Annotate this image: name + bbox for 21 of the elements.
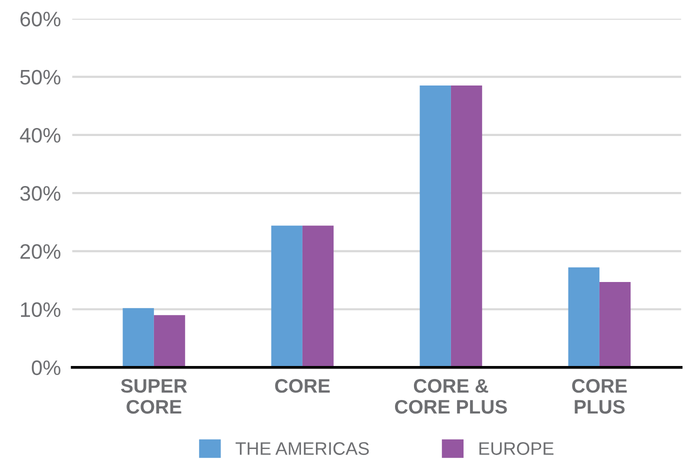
y-tick-label: 20%	[20, 244, 60, 259]
bar	[568, 267, 600, 368]
x-tick-label: CORE PLUS	[572, 379, 627, 414]
y-tick-label: 50%	[20, 70, 60, 85]
y-tick-label: 30%	[20, 186, 60, 201]
x-tick-label: CORE & CORE PLUS	[395, 379, 507, 414]
bar	[302, 226, 334, 368]
bar	[271, 226, 302, 368]
bar	[122, 308, 154, 368]
y-tick-label: 0%	[32, 360, 60, 376]
legend-label: EUROPE	[479, 442, 554, 455]
y-tick-label: 60%	[20, 12, 60, 26]
bar	[450, 86, 482, 368]
y-tick-label: 10%	[21, 302, 60, 318]
legend-label: THE AMERICAS	[236, 442, 369, 455]
bar	[599, 282, 631, 368]
bar	[154, 315, 186, 368]
bar	[420, 86, 451, 368]
x-tick-label: CORE	[275, 379, 330, 393]
x-tick-label: SUPER CORE	[120, 379, 188, 414]
y-tick-label: 40%	[20, 128, 60, 143]
